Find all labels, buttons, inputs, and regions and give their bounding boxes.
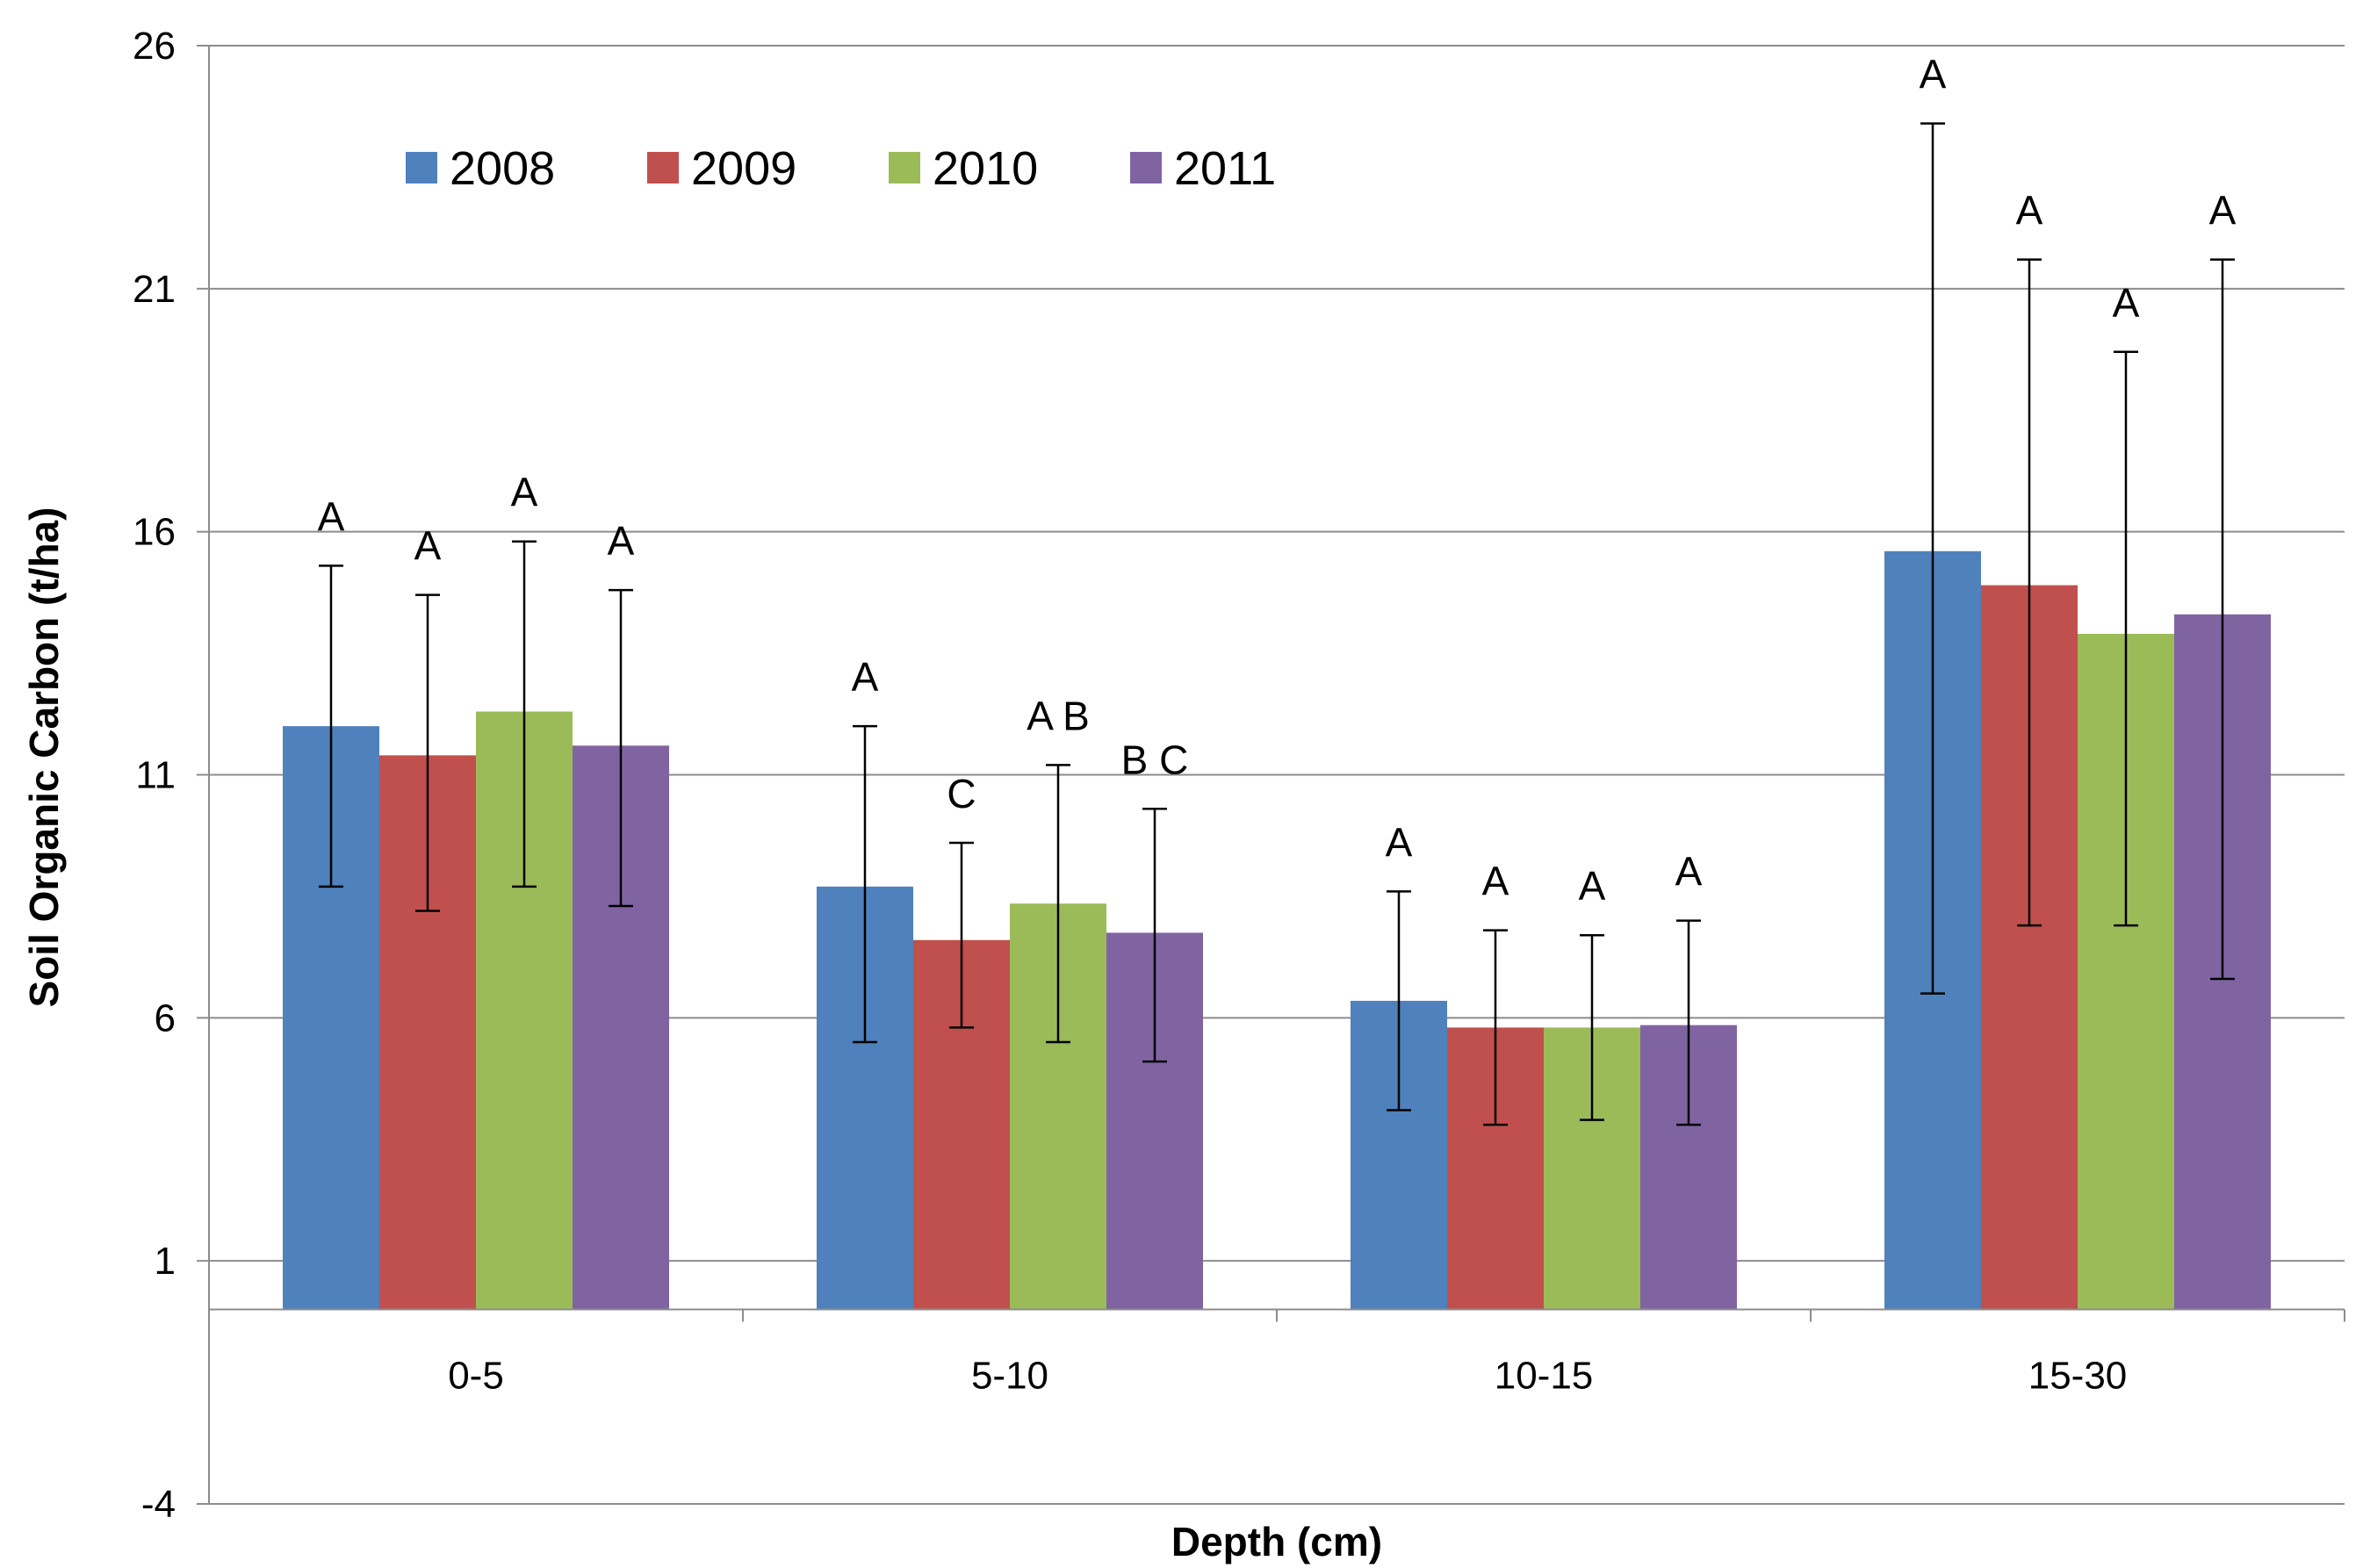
significance-letter-2011-5-10: B C	[1121, 737, 1189, 782]
legend: 2008 2009 2010 2011	[406, 142, 1276, 195]
legend-swatch-2010	[889, 152, 920, 183]
significance-letter-2009-0-5: A	[414, 523, 442, 569]
y-tick-label: 16	[133, 511, 176, 554]
significance-letter-2009-5-10: C	[947, 771, 976, 816]
legend-label-2008: 2008	[450, 142, 555, 195]
significance-letter-2011-10-15: A	[1675, 849, 1703, 895]
legend-swatch-2008	[406, 152, 437, 183]
y-axis-title: Soil Organic Carbon (t/ha)	[21, 507, 67, 1008]
error-bars	[319, 122, 2235, 1126]
significance-letter-2010-15-30: A	[2113, 280, 2140, 326]
significance-letter-2009-15-30: A	[2016, 188, 2043, 234]
significance-letter-2010-10-15: A	[1579, 863, 1606, 909]
x-axis-title: Depth (cm)	[1171, 1519, 1382, 1564]
significance-letter-2010-0-5: A	[511, 470, 538, 515]
significance-letter-2011-0-5: A	[608, 518, 635, 564]
legend-label-2009: 2009	[691, 142, 796, 195]
y-tick-label: 6	[155, 996, 176, 1039]
legend-swatch-2011	[1130, 152, 1162, 183]
significance-letter-2008-0-5: A	[318, 493, 345, 539]
y-tick-label: -4	[141, 1483, 176, 1526]
significance-letter-2011-15-30: A	[2209, 188, 2237, 234]
x-tick-label-5-10: 5-10	[971, 1355, 1048, 1398]
x-tick-label-15-30: 15-30	[2028, 1355, 2128, 1398]
legend-swatch-2009	[647, 152, 679, 183]
x-tick-label-10-15: 10-15	[1495, 1355, 1594, 1398]
significance-letter-2008-10-15: A	[1386, 819, 1413, 865]
significance-letter-2008-5-10: A	[852, 654, 879, 700]
y-tick-label: 21	[133, 268, 176, 311]
significance-letter-2008-15-30: A	[1920, 52, 1947, 97]
y-tick-label: 1	[155, 1240, 176, 1283]
y-tick-label: 26	[133, 25, 176, 68]
bars	[283, 550, 2271, 1310]
x-axis: 0-5 5-10 10-15 15-30	[208, 1308, 2345, 1398]
significance-letters: A A A A A C A B B C A A A A A A A A	[318, 52, 2237, 910]
legend-label-2010: 2010	[933, 142, 1038, 195]
legend-label-2011: 2011	[1174, 142, 1276, 195]
x-tick-label-0-5: 0-5	[448, 1355, 504, 1398]
significance-letter-2009-10-15: A	[1482, 859, 1509, 904]
y-tick-label: 11	[135, 754, 176, 797]
significance-letter-2010-5-10: A B	[1027, 693, 1090, 738]
